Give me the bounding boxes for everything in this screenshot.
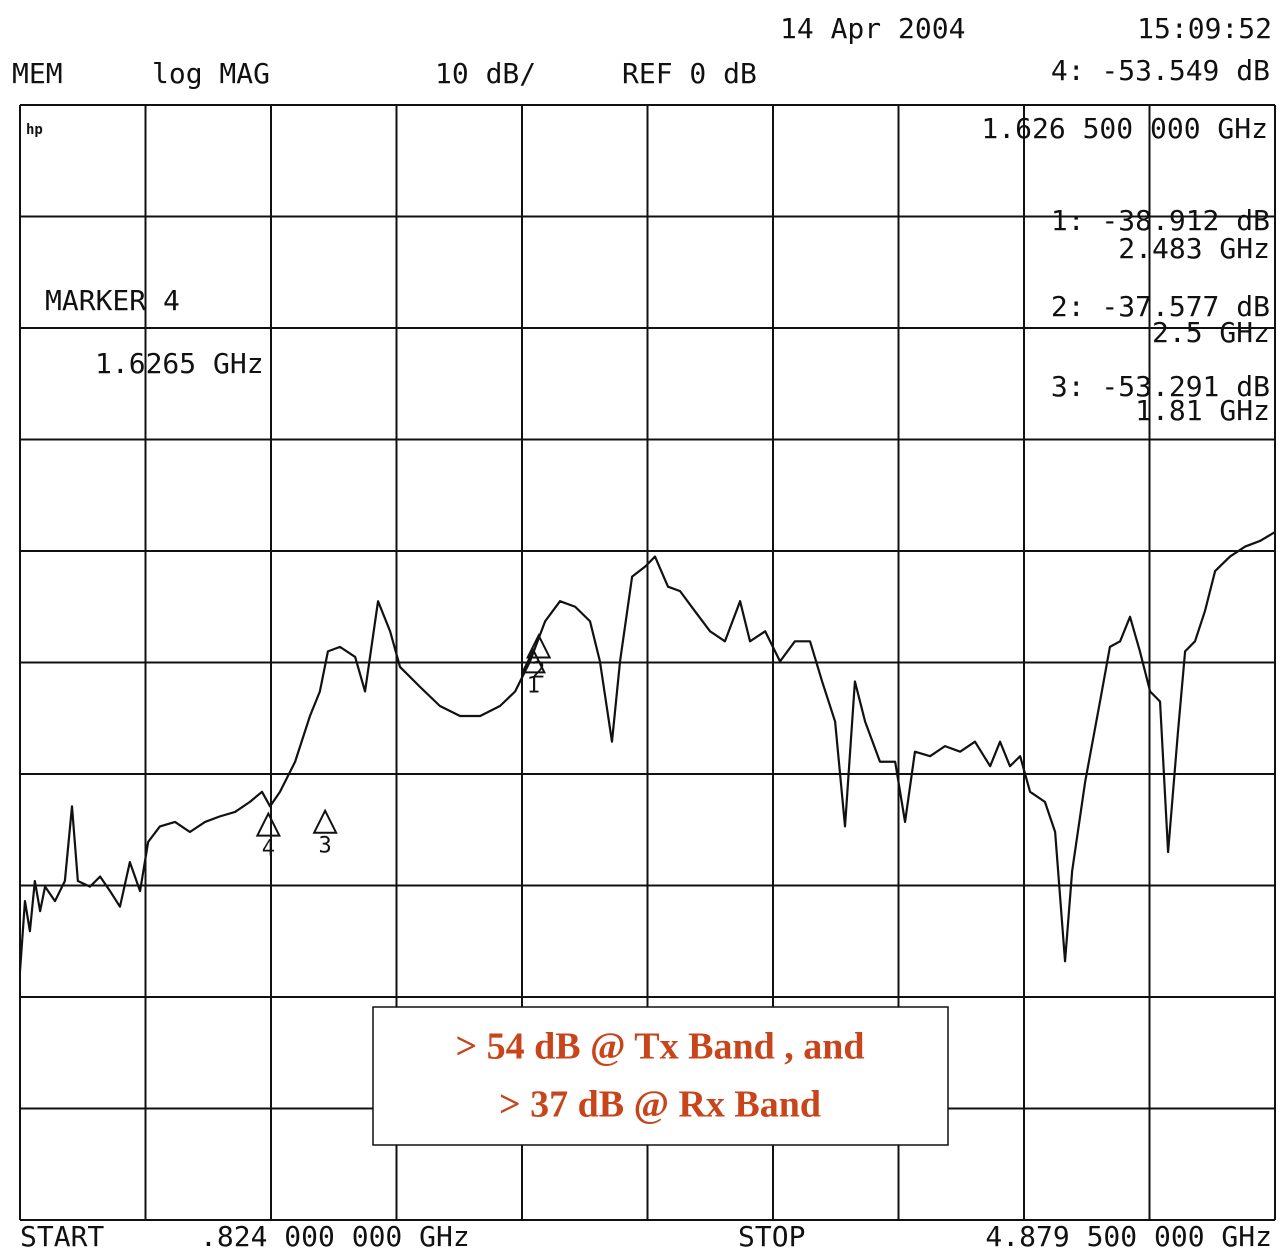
readout-frequency: 2.5 GHz bbox=[1152, 316, 1270, 349]
annotation: > 54 dB @ Tx Band , and bbox=[455, 1026, 864, 1068]
marker-title: MARKER 4 bbox=[45, 284, 180, 317]
marker bbox=[526, 633, 552, 659]
marker bbox=[255, 811, 281, 837]
plot: 12 3 4 bbox=[18, 104, 1276, 1221]
marker bbox=[312, 808, 338, 834]
stop-frequency: 4.879 500 000 GHz bbox=[985, 1220, 1272, 1253]
readout-frequency: 2.483 GHz bbox=[1118, 232, 1270, 265]
marker bbox=[520, 648, 547, 674]
time: 15:09:52 bbox=[1137, 12, 1272, 45]
format: log MAG bbox=[152, 57, 270, 90]
scale: 10 dB/ bbox=[435, 57, 536, 90]
readout-value: 3: -53.291 dB bbox=[1051, 370, 1270, 403]
marker-label: 1 bbox=[527, 673, 540, 698]
start-label: START bbox=[20, 1220, 104, 1253]
trace bbox=[18, 531, 1276, 972]
mode: MEM bbox=[12, 57, 63, 90]
readout-value: 2: -37.577 dB bbox=[1051, 290, 1270, 323]
stop-label: STOP bbox=[738, 1220, 805, 1253]
annotation-box bbox=[372, 1006, 949, 1146]
annotation: > 37 dB @ Rx Band bbox=[499, 1084, 821, 1126]
reference: REF 0 dB bbox=[622, 57, 757, 90]
date: 14 Apr 2004 bbox=[780, 12, 965, 45]
marker-frequency: 1.6265 GHz bbox=[95, 347, 264, 380]
logo: hp bbox=[26, 122, 43, 138]
marker-label: 3 bbox=[318, 834, 331, 859]
active-readout: 4: -53.549 dB bbox=[1051, 54, 1270, 87]
readout-frequency: 1.81 GHz bbox=[1135, 394, 1270, 427]
marker-label: 2 bbox=[532, 658, 545, 683]
active-frequency: 1.626 500 000 GHz bbox=[981, 112, 1268, 145]
marker-label: 4 bbox=[262, 837, 275, 862]
start-frequency: .824 000 000 GHz bbox=[200, 1220, 470, 1253]
readout-value: 1: -38.912 dB bbox=[1051, 204, 1270, 237]
